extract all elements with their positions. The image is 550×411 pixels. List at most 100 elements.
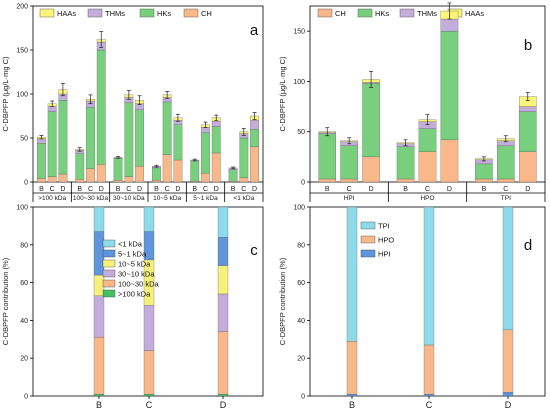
panel-c-bar-D-r30_10 bbox=[217, 293, 229, 332]
panel-a-xtick-12: B bbox=[192, 186, 197, 193]
panel-b-legend-swatch-1 bbox=[357, 8, 373, 18]
panel-c-bar-D-gt100 bbox=[217, 393, 229, 397]
panel-a-xtick-15: B bbox=[231, 186, 236, 193]
panel-d-bars: B C D bbox=[346, 206, 514, 410]
panel-a-bar-2-D-CH bbox=[135, 166, 144, 183]
panel-d-bar-C-HPO bbox=[423, 344, 435, 395]
panel-a-xtick-14: D bbox=[214, 186, 219, 193]
panel-b-bar-1-C-HKs bbox=[418, 128, 437, 152]
panel-d-xtick-2: D bbox=[505, 400, 512, 410]
panel-a-bar-0-C-CH bbox=[47, 176, 57, 183]
panel-c-legend-swatch-3 bbox=[102, 269, 116, 278]
panel-a-bar-0-C-HKs bbox=[47, 111, 57, 177]
panel-a-ytick-label-1: 50 bbox=[20, 136, 28, 143]
panel-b-xtick-6: B bbox=[482, 186, 487, 193]
panel-c-ytick-label-5: 100 bbox=[16, 205, 28, 212]
panel-a-bar-2-D-HKs bbox=[135, 109, 144, 167]
panel-d-ylabel: C-DBPFP contribution (%) bbox=[278, 257, 287, 345]
panel-a-panel-label: a bbox=[250, 22, 259, 39]
panel-b-legend-swatch-0 bbox=[317, 8, 333, 18]
panel-c-legend-swatch-4 bbox=[102, 279, 116, 288]
panel-b-xtick-3: B bbox=[403, 186, 408, 193]
panel-b-group-label-1: HPO bbox=[420, 195, 434, 202]
panel-a-group-label-4: 5~1 kDa bbox=[193, 195, 218, 202]
panel-b-xtick-2: D bbox=[369, 186, 374, 193]
panel-a-bar-1-D-CH bbox=[96, 164, 106, 183]
panel-a-xtick-0: B bbox=[39, 186, 44, 193]
panel-a-bar-2-B-CH bbox=[113, 180, 123, 183]
panel-b-bar-0-B-CH bbox=[318, 178, 337, 183]
panel-a-legend-label-2: HKs bbox=[157, 9, 171, 18]
panel-c-xtick-2: D bbox=[220, 400, 227, 410]
panel-a-xtick-10: C bbox=[165, 186, 170, 193]
panel-a-bar-0-B-CH bbox=[37, 178, 46, 183]
panel-c-ytick-label-3: 60 bbox=[20, 280, 28, 287]
panel-a-group-label-5: <1 kDa bbox=[233, 195, 254, 202]
panel-a-legend-label-1: THMs bbox=[105, 9, 125, 18]
panel-d-bar-B-HPO bbox=[346, 341, 358, 395]
panel-c-bar-D-lt1 bbox=[217, 206, 229, 238]
panel-a-xtick-16: C bbox=[241, 186, 246, 193]
panel-c-legend-label-3: 30~10 kDa bbox=[118, 270, 155, 279]
panel-b-xtick-7: C bbox=[503, 186, 508, 193]
panel-a-legend-swatch-3 bbox=[183, 8, 199, 18]
panel-b-xtick-0: B bbox=[325, 186, 330, 193]
panel-d-panel-label: d bbox=[524, 237, 532, 254]
panel-a-bar-0-B-HKs bbox=[37, 143, 46, 179]
panel-d-bar-D-TPI bbox=[502, 206, 514, 330]
panel-c-ytick-label-4: 80 bbox=[20, 242, 28, 249]
panel-a-ylabel: C-DBPFP (μg/L·mg C) bbox=[1, 56, 10, 132]
panel-b-legend-label-3: HAAs bbox=[465, 9, 484, 18]
panel-a-bar-1-C-HKs bbox=[86, 107, 95, 169]
panel-a-legend: HAAs THMs HKs CH bbox=[39, 8, 212, 18]
panel-c-legend-label-0: <1 kDa bbox=[118, 240, 143, 249]
panel-a-xtick-3: B bbox=[77, 186, 82, 193]
panel-a-xtick-17: D bbox=[252, 186, 257, 193]
panel-a-bar-5-D-HKs bbox=[250, 129, 259, 147]
panel-a-bar-0-C-THMs bbox=[47, 106, 57, 112]
panel-a-bar-3-B-HKs bbox=[152, 167, 161, 181]
panel-b-xtick-1: C bbox=[347, 186, 352, 193]
panel-b-bar-2-D-HKs bbox=[519, 111, 537, 152]
panel-a-group-label-3: 10~5 kDa bbox=[153, 195, 181, 202]
panel-b-bar-0-D-CH bbox=[362, 156, 380, 183]
panel-b-ytick-label-1: 50 bbox=[297, 129, 305, 136]
panel-a-ytick-label-0: 0 bbox=[24, 180, 28, 187]
panel-a-group-label-1: 100~30 kDa bbox=[73, 195, 109, 202]
panel-b-ytick-label-0: 0 bbox=[301, 180, 305, 187]
panel-c-legend-swatch-1 bbox=[102, 249, 116, 258]
panel-d-ytick-label-3: 60 bbox=[297, 280, 305, 287]
panel-d-ytick-label-5: 100 bbox=[293, 205, 305, 212]
panel-d-ytick-label-2: 40 bbox=[297, 318, 305, 325]
panel-d-ytick-label-0: 0 bbox=[301, 394, 305, 401]
panel-b-xtick-5: D bbox=[447, 186, 452, 193]
panel-a-bar-4-C-HKs bbox=[201, 132, 210, 174]
panel-a-bar-2-C-CH bbox=[124, 176, 134, 183]
panel-d-legend-swatch-0 bbox=[360, 221, 376, 230]
panel-a-bar-3-B-CH bbox=[152, 180, 161, 183]
panel-d-legend-swatch-1 bbox=[360, 235, 376, 244]
panel-b-bar-1-C-CH bbox=[418, 151, 437, 183]
panel-b-bar-2-B-CH bbox=[475, 178, 493, 183]
panel-a-legend-label-3: CH bbox=[201, 9, 212, 18]
panel-b-legend: CH HKs THMs HAAs bbox=[317, 8, 484, 18]
panel-a-bar-1-C-CH bbox=[86, 168, 95, 183]
panel-b-panel-label: b bbox=[524, 37, 532, 54]
panel-b-bar-0-B-HKs bbox=[318, 133, 337, 180]
panel-b-bar-0-C-HKs bbox=[340, 145, 358, 180]
panel-a-bar-5-B-HKs bbox=[228, 169, 238, 182]
panel-d-bar-B-HPI bbox=[346, 393, 358, 397]
panel-c-legend-label-4: 100~30 kDa bbox=[118, 280, 159, 289]
panel-a-xtick-6: B bbox=[116, 186, 121, 193]
panel-b-ytick-label-3: 150 bbox=[293, 29, 305, 36]
panel-a-legend-swatch-2 bbox=[139, 8, 155, 18]
panel-c-bar-D-r100_30 bbox=[217, 331, 229, 395]
panel-a-legend-label-0: HAAs bbox=[57, 9, 76, 18]
panel-d-legend-label-2: HPI bbox=[378, 250, 391, 259]
panel-b-xtick-4: C bbox=[425, 186, 430, 193]
panel-d-bar-B-TPI bbox=[346, 206, 358, 342]
panel-a-bar-2-B-HKs bbox=[113, 158, 123, 181]
panel-d-bar-C-HPI bbox=[423, 393, 435, 397]
